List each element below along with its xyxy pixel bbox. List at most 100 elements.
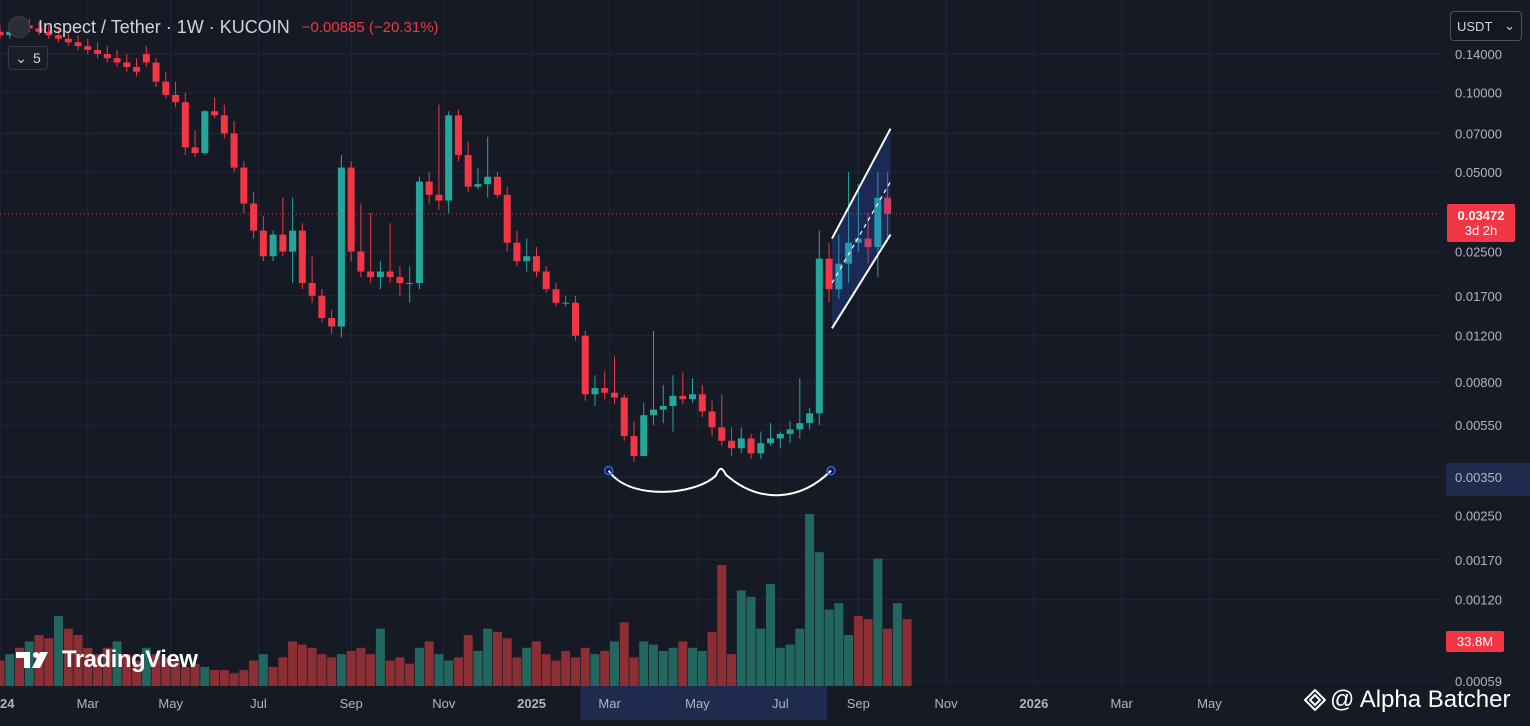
volume-bar xyxy=(54,615,64,686)
price-tick-label: 0.02500 xyxy=(1455,245,1502,260)
price-tick-label: 0.00250 xyxy=(1455,509,1502,524)
candle-body xyxy=(708,411,716,428)
current-price: 0.03472 xyxy=(1457,208,1505,223)
volume-bar xyxy=(288,641,298,686)
candle-body xyxy=(679,395,687,400)
candle xyxy=(425,172,433,204)
volume-bar xyxy=(873,558,883,686)
candle-body xyxy=(835,263,843,290)
candle-body xyxy=(542,271,550,290)
candle-body xyxy=(181,102,189,148)
candle-body xyxy=(279,234,287,252)
price-tick-label: 0.00800 xyxy=(1455,375,1502,390)
price-tick-label: 0.00120 xyxy=(1455,593,1502,608)
tradingview-logo[interactable]: TradingView xyxy=(16,646,198,674)
diamond-icon xyxy=(1304,689,1326,711)
candle-body xyxy=(718,427,726,441)
candle-body xyxy=(367,271,375,278)
candle-body xyxy=(698,394,706,412)
indicator-count: 5 xyxy=(32,50,41,66)
candle xyxy=(835,234,843,300)
volume-bar xyxy=(892,603,902,686)
volume-bar xyxy=(249,660,259,686)
candle-body xyxy=(259,230,267,257)
candle-body xyxy=(757,443,765,454)
candle xyxy=(650,331,657,426)
watermark: @ Alpha Batcher xyxy=(1304,686,1510,714)
candle-body xyxy=(747,438,755,454)
volume-bar xyxy=(385,660,395,686)
watermark-text: @ Alpha Batcher xyxy=(1330,686,1511,713)
candle-body xyxy=(211,111,219,116)
volume-bar xyxy=(570,657,580,686)
candle-body xyxy=(240,167,248,204)
volume-bar xyxy=(688,647,698,686)
volume-bar xyxy=(453,657,463,686)
candle xyxy=(162,71,170,99)
volume-bar xyxy=(629,657,639,686)
candle xyxy=(737,427,745,454)
price-tick-label: 0.01700 xyxy=(1455,289,1502,304)
volume-bar xyxy=(551,660,561,686)
volume-bar xyxy=(161,657,171,686)
candle xyxy=(415,176,423,290)
candle xyxy=(240,161,248,213)
candle xyxy=(532,247,540,278)
time-tick-label: Nov xyxy=(935,696,959,711)
candle xyxy=(337,155,345,338)
candle xyxy=(454,109,462,162)
currency-select[interactable]: USDT ⌄ xyxy=(1450,11,1522,41)
candle-body xyxy=(250,203,258,231)
volume-bar xyxy=(414,647,424,686)
time-tick-label: Nov xyxy=(432,696,456,711)
candle xyxy=(523,238,531,272)
candle-body xyxy=(776,433,784,439)
candle-body xyxy=(172,94,180,103)
volume-bar xyxy=(561,650,571,686)
volume-bar xyxy=(0,660,5,686)
candle xyxy=(854,184,862,252)
indicators-toggle[interactable]: ⌄ 5 xyxy=(8,46,48,70)
volume-bar xyxy=(297,644,307,686)
candle xyxy=(825,242,833,303)
candle xyxy=(445,111,453,213)
volume-series xyxy=(0,514,912,686)
time-tick-label: May xyxy=(1197,696,1222,711)
candle xyxy=(74,35,82,50)
candle-body xyxy=(474,184,482,187)
candle xyxy=(503,186,511,252)
time-tick-label: Jul xyxy=(772,696,789,711)
volume-tag: 33.8M xyxy=(1446,631,1504,652)
candle-body xyxy=(591,388,599,395)
price-tick-label: 0.05000 xyxy=(1455,165,1502,180)
candle xyxy=(669,375,677,432)
channel-lower-line xyxy=(831,233,892,329)
candle xyxy=(113,49,121,67)
candle xyxy=(191,130,199,158)
price-tick-label: 0.01200 xyxy=(1455,329,1502,344)
candle xyxy=(562,295,570,307)
candle xyxy=(581,331,589,401)
volume-bar xyxy=(853,615,863,686)
candle-body xyxy=(103,54,111,59)
candle xyxy=(435,104,443,210)
price-tick-label: 0.00059 xyxy=(1455,674,1502,689)
volume-bar xyxy=(102,647,112,686)
candle-body xyxy=(503,194,511,243)
chevron-down-icon: ⌄ xyxy=(15,49,27,66)
price-tick-label: 0.00550 xyxy=(1455,418,1502,433)
candle-body xyxy=(396,277,404,284)
candle xyxy=(601,371,609,400)
volume-bar xyxy=(375,628,385,686)
volume-bar xyxy=(5,654,15,686)
volume-bar xyxy=(219,670,229,686)
current-price-tag: 0.03472 3d 2h xyxy=(1447,204,1515,242)
candle xyxy=(728,427,736,457)
volume-bar xyxy=(502,638,512,686)
candle xyxy=(640,402,648,457)
candle-body xyxy=(815,258,823,414)
candle xyxy=(571,295,579,341)
time-tick-label: 2026 xyxy=(1019,696,1048,711)
symbol-title[interactable]: Inspect / Tether · 1W · KUCOIN xyxy=(38,16,290,37)
